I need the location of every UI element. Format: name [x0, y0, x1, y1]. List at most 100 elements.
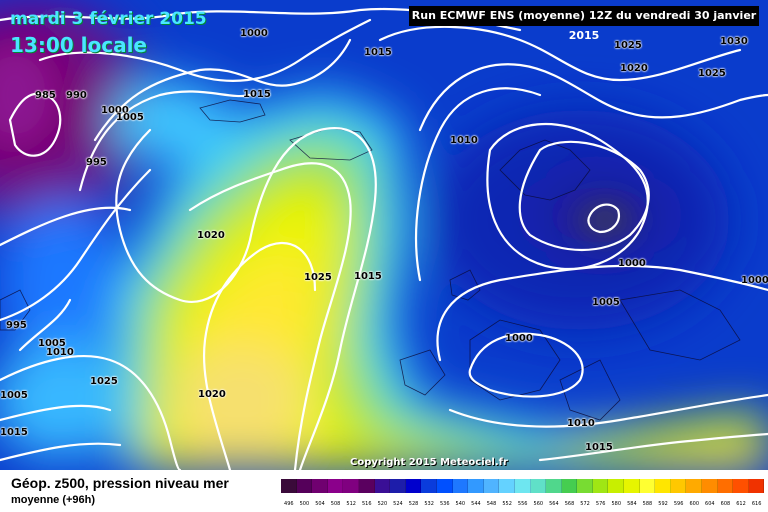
- legend-swatch: [499, 479, 515, 493]
- legend-swatch: [374, 479, 391, 493]
- legend-swatch: [546, 479, 562, 493]
- legend-swatch: [514, 479, 531, 493]
- legend-swatch: [405, 479, 422, 493]
- legend-label: 560: [533, 501, 544, 507]
- legend-label: 504: [315, 501, 325, 507]
- isobar-label: 1025: [304, 272, 332, 283]
- isobar-label: 1025: [698, 68, 726, 79]
- legend-label: 512: [346, 501, 356, 507]
- legend-label: 496: [284, 501, 294, 507]
- legend-label: 532: [424, 501, 434, 507]
- legend-label: 604: [705, 501, 715, 507]
- legend-label: 592: [658, 501, 668, 507]
- weather-map: mardi 3 février 2015 13:00 locale Run EC…: [0, 0, 768, 470]
- isobar-label: 1020: [197, 230, 225, 241]
- legend-swatch: [639, 479, 656, 493]
- legend-label: 524: [393, 501, 403, 507]
- legend-label: 608: [720, 501, 731, 507]
- isobar-label: 1020: [198, 389, 226, 400]
- isobars: [0, 7, 768, 470]
- legend-label: 544: [471, 501, 481, 507]
- legend-label: 568: [564, 501, 575, 507]
- isobar-label: 995: [86, 157, 107, 168]
- legend-swatch: [530, 479, 547, 493]
- field-title: Géop. z500, pression niveau mer: [11, 475, 229, 491]
- legend-label: 500: [299, 501, 310, 507]
- isobar-label: 990: [66, 90, 87, 101]
- map-footer: Géop. z500, pression niveau mer moyenne …: [0, 470, 768, 512]
- legend-swatch: [327, 479, 344, 493]
- field-subtitle: moyenne (+96h): [11, 494, 96, 506]
- legend-swatch: [358, 479, 375, 493]
- legend-swatch: [655, 479, 671, 493]
- legend-label: 548: [486, 501, 497, 507]
- legend-label: 528: [408, 501, 419, 507]
- legend-swatch: [436, 479, 453, 493]
- map-graphic: [0, 0, 768, 470]
- isobar-label: 1005: [0, 390, 28, 401]
- legend-label: 584: [627, 501, 637, 507]
- isobar-label: 1005: [38, 338, 66, 349]
- isobar-label: 1020: [620, 63, 648, 74]
- legend-swatch: [312, 479, 328, 493]
- isobar-label: 1005: [592, 297, 620, 308]
- isobar-label: 1000: [101, 105, 129, 116]
- legend-swatch: [421, 479, 437, 493]
- legend-label: 508: [330, 501, 341, 507]
- coastlines: [0, 99, 741, 421]
- model-run-label: Run ECMWF ENS (moyenne) 12Z du vendredi …: [409, 6, 759, 42]
- legend-label: 612: [736, 501, 746, 507]
- legend-swatch: [343, 479, 359, 493]
- legend-swatch: [281, 479, 297, 493]
- isobar-label: 985: [35, 90, 56, 101]
- legend-swatch: [483, 479, 500, 493]
- legend-label: 564: [549, 501, 559, 507]
- isobar-label: 1010: [450, 135, 478, 146]
- isobar-label: 1010: [567, 418, 595, 429]
- forecast-time: 13:00 locale: [10, 33, 147, 57]
- isobar-label: 1015: [364, 47, 392, 58]
- isobar-label: 1030: [720, 36, 748, 47]
- legend-label: 588: [642, 501, 653, 507]
- legend-swatch: [561, 479, 578, 493]
- legend-label: 616: [751, 501, 762, 507]
- color-scale-legend: [281, 479, 765, 493]
- legend-label: 556: [517, 501, 528, 507]
- legend-swatch: [733, 479, 749, 493]
- copyright-text: Copyright 2015 Meteociel.fr: [350, 457, 508, 468]
- legend-swatch: [577, 479, 593, 493]
- legend-label: 520: [377, 501, 388, 507]
- forecast-date: mardi 3 février 2015: [10, 9, 207, 29]
- isobar-label: 1010: [46, 347, 74, 358]
- isobar-label: 1000: [618, 258, 646, 269]
- legend-label: 580: [611, 501, 622, 507]
- legend-label: 600: [689, 501, 699, 507]
- legend-label: 552: [502, 501, 512, 507]
- legend-swatch: [686, 479, 703, 493]
- legend-swatch: [748, 479, 765, 493]
- isobar-label: 1000: [505, 333, 533, 344]
- isobar-label: 1015: [0, 427, 28, 438]
- legend-swatch: [390, 479, 406, 493]
- legend-swatch: [452, 479, 469, 493]
- legend-label: 576: [595, 501, 606, 507]
- legend-swatch: [608, 479, 625, 493]
- color-scale-labels: 496 500 504 508 512 516 520 524 528 532 536 540 544 5…: [281, 501, 764, 507]
- isobar-label: 995: [6, 320, 27, 331]
- isobar-label: 1015: [585, 442, 613, 453]
- legend-label: 516: [361, 501, 372, 507]
- legend-swatch: [468, 479, 484, 493]
- isobar-label: 1015: [354, 271, 382, 282]
- legend-label: 572: [580, 501, 590, 507]
- legend-label: 596: [673, 501, 684, 507]
- legend-swatch: [670, 479, 687, 493]
- legend-swatch: [702, 479, 718, 493]
- legend-label: 540: [455, 501, 466, 507]
- legend-swatch: [592, 479, 609, 493]
- isobar-label: 1025: [90, 376, 118, 387]
- low-core-shading: [0, 45, 635, 240]
- isobar-label: 1000: [741, 275, 768, 286]
- legend-swatch: [624, 479, 640, 493]
- isobar-label: 1015: [243, 89, 271, 100]
